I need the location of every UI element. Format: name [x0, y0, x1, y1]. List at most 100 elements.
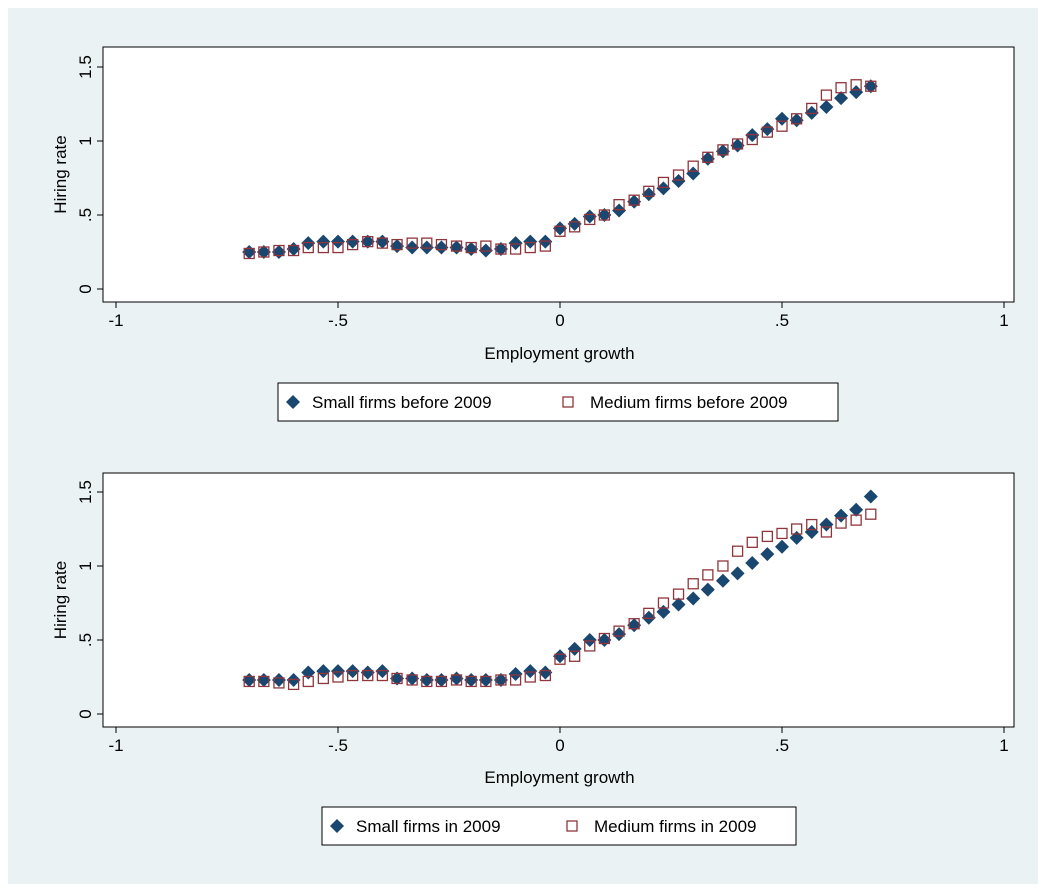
medium-firms-point — [243, 675, 255, 688]
medium-firms-point — [539, 240, 551, 252]
small-firms-point — [819, 99, 834, 114]
medium-firms-point — [835, 517, 847, 529]
small-firms-point — [730, 566, 745, 581]
medium-firms-point — [865, 508, 877, 520]
medium-firms-point — [524, 671, 536, 683]
medium-firms-point — [287, 244, 300, 257]
medium-firms-point — [406, 674, 418, 686]
medium-firms-point — [362, 669, 374, 682]
medium-firms-point — [317, 241, 329, 254]
medium-firms-point — [421, 237, 433, 249]
medium-firms-point — [731, 138, 744, 150]
small-firms-point — [775, 539, 789, 554]
small-firms-point — [538, 665, 553, 680]
x-tick-label: 0 — [555, 311, 564, 330]
legend-small-firms-label: Small firms before 2009 — [312, 393, 492, 412]
y-tick-label: 0 — [76, 284, 95, 293]
medium-firms-point — [584, 640, 596, 652]
medium-firms-point — [569, 221, 581, 233]
small-firms-point — [686, 591, 701, 606]
small-firms-point — [567, 216, 582, 231]
x-tick-label: -.5 — [328, 736, 348, 755]
legend-small-firms-label: Small firms in 2009 — [356, 817, 501, 836]
small-firms-point — [508, 236, 523, 251]
medium-firms-point — [628, 194, 640, 206]
small-firms-point — [686, 166, 701, 181]
small-firms-point — [553, 221, 567, 236]
small-firms-point — [271, 672, 286, 687]
small-firms-point — [316, 234, 331, 249]
medium-firms-point — [761, 530, 773, 543]
medium-firms-point — [791, 523, 803, 535]
plot-area — [102, 472, 1015, 728]
x-tick-label: .5 — [775, 311, 789, 330]
medium-firms-point — [613, 198, 625, 211]
medium-firms-point — [820, 89, 833, 101]
medium-firms-point — [302, 675, 314, 688]
small-firms-point — [819, 517, 834, 532]
small-firms-point — [804, 524, 819, 539]
x-tick-label: 1 — [999, 311, 1008, 330]
medium-firms-point — [731, 545, 744, 557]
medium-firms-point — [776, 120, 788, 132]
legend-medium-firms-marker — [566, 820, 578, 832]
y-tick-label: .5 — [76, 633, 95, 647]
medium-firms-point — [746, 536, 758, 548]
small-firms-point — [360, 665, 375, 680]
medium-firms-point — [465, 241, 477, 254]
medium-firms-point — [598, 209, 611, 221]
small-firms-point — [834, 91, 849, 106]
x-tick-label: 0 — [555, 736, 564, 755]
chart-panel-2: 0 .5 1 1.5 -1 -.5 0 .5 1 Employment growth Hiring … — [51, 472, 1015, 846]
chart-panel-1: 0 .5 1 1.5 -1 -.5 0 .5 1 Employment growth Hiring … — [51, 46, 1015, 422]
medium-firms-point — [776, 527, 788, 540]
medium-firms-point — [347, 669, 359, 682]
y-tick-label: 1 — [76, 561, 95, 570]
medium-firms-point — [850, 514, 862, 526]
small-firms-point — [567, 641, 582, 656]
medium-firms-point — [347, 238, 359, 251]
medium-firms-point — [465, 675, 477, 688]
medium-firms-point — [287, 678, 300, 691]
y-tick-label: 1.5 — [76, 55, 95, 79]
x-axis-title: Employment growth — [484, 344, 634, 363]
x-tick-label: -.5 — [328, 311, 348, 330]
small-firms-point — [849, 85, 864, 100]
small-firms-point — [256, 245, 271, 259]
small-firms-point — [671, 173, 686, 188]
legend-box — [321, 806, 797, 846]
small-firms-point — [493, 242, 508, 257]
legend-medium-firms-label: Medium firms before 2009 — [590, 393, 787, 412]
small-firms-point — [553, 649, 567, 664]
medium-firms-point — [598, 632, 611, 645]
medium-firms-point — [702, 569, 714, 581]
medium-firms-point — [539, 669, 551, 682]
medium-firms-point — [702, 151, 714, 163]
medium-firms-point — [717, 144, 729, 156]
medium-firms-point — [865, 80, 877, 92]
medium-firms-point — [480, 240, 492, 252]
medium-firms-point — [746, 133, 758, 146]
medium-firms-point — [761, 126, 773, 138]
medium-firms-point — [628, 618, 640, 630]
legend-medium-firms-marker — [562, 396, 574, 408]
medium-firms-point — [850, 79, 862, 91]
small-firms-point — [345, 234, 360, 249]
y-tick-label: .5 — [76, 208, 95, 222]
medium-firms-point — [376, 237, 389, 249]
small-firms-point — [612, 627, 627, 642]
y-tick-label: 1 — [76, 136, 95, 145]
x-tick-label: -1 — [108, 311, 123, 330]
small-firms-point — [760, 547, 775, 562]
medium-firms-point — [332, 241, 344, 254]
small-firms-point — [715, 573, 730, 588]
small-firms-point — [700, 582, 715, 597]
medium-firms-point — [717, 560, 729, 572]
medium-firms-point — [391, 672, 403, 685]
x-axis-title: Employment growth — [484, 768, 634, 787]
medium-firms-point — [243, 247, 255, 260]
medium-firms-point — [435, 675, 448, 688]
small-firms-point — [582, 633, 597, 647]
medium-firms-point — [450, 674, 463, 686]
